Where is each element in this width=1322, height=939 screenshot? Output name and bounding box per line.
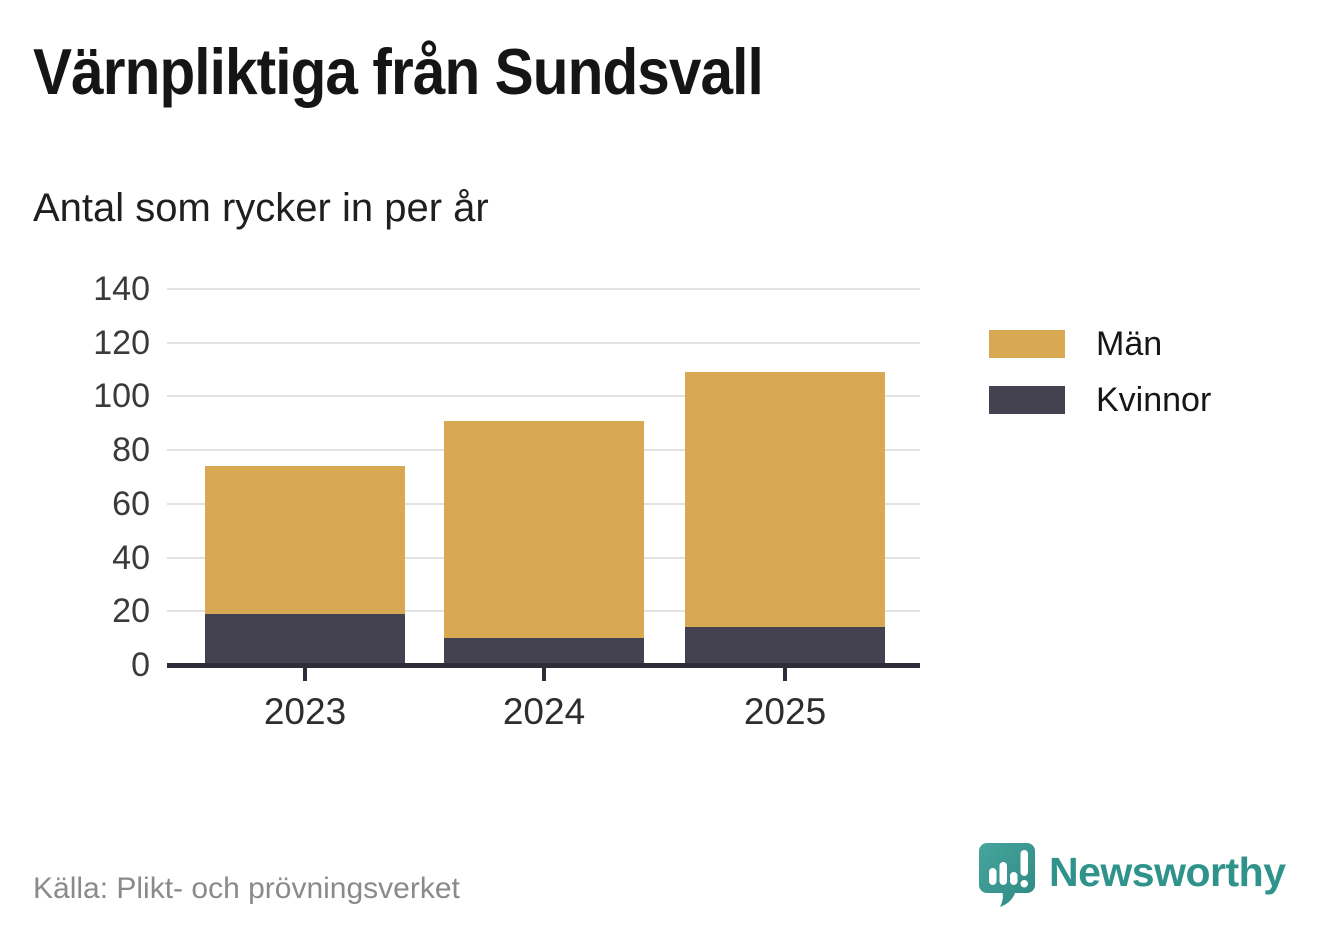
newsworthy-wordmark: Newsworthy [1049,848,1286,895]
legend-label: Män [1096,325,1163,363]
bar-segment-man [444,420,644,639]
x-axis-tick [783,667,787,681]
legend-item: Kvinnor [989,381,1212,419]
y-axis-tick-label: 40 [112,538,150,577]
legend-item: Män [989,325,1211,363]
legend-swatch [989,386,1065,414]
x-axis-label: 2024 [502,691,586,732]
gridline [167,288,920,290]
x-axis-label: 2023 [263,691,347,732]
bar-segment-kvinnor [685,627,885,665]
y-axis-tick-label: 20 [112,592,150,631]
chart-subtitle: Antal som rycker in per år [33,186,489,230]
bar-segment-man [685,372,885,628]
newsworthy-brand: Newsworthy [977,841,1286,909]
y-axis-tick-label: 140 [93,270,150,308]
legend-label: Kvinnor [1096,381,1212,419]
y-axis-tick-label: 80 [112,431,150,470]
x-axis-line [167,663,920,668]
y-axis-tick-label: 100 [93,377,150,416]
bar-segment-kvinnor [444,638,644,665]
y-axis-tick-label: 0 [131,646,150,684]
bar-segment-man [205,466,405,614]
bar-segment-kvinnor [205,613,405,665]
source-note: Källa: Plikt- och prövningsverket [33,872,460,905]
chart-title: Värnpliktiga från Sundsvall [33,35,764,108]
y-axis-tick-label: 120 [93,323,150,362]
x-axis-tick [542,667,546,681]
x-axis-label: 2025 [743,691,827,732]
newsworthy-logo-icon [979,843,1035,907]
legend-swatch [989,330,1065,358]
x-axis-tick [303,667,307,681]
gridline [167,395,920,398]
legend: Män Kvinnor [989,325,1212,442]
gridline [167,341,920,344]
y-axis-tick-label: 60 [112,484,150,523]
